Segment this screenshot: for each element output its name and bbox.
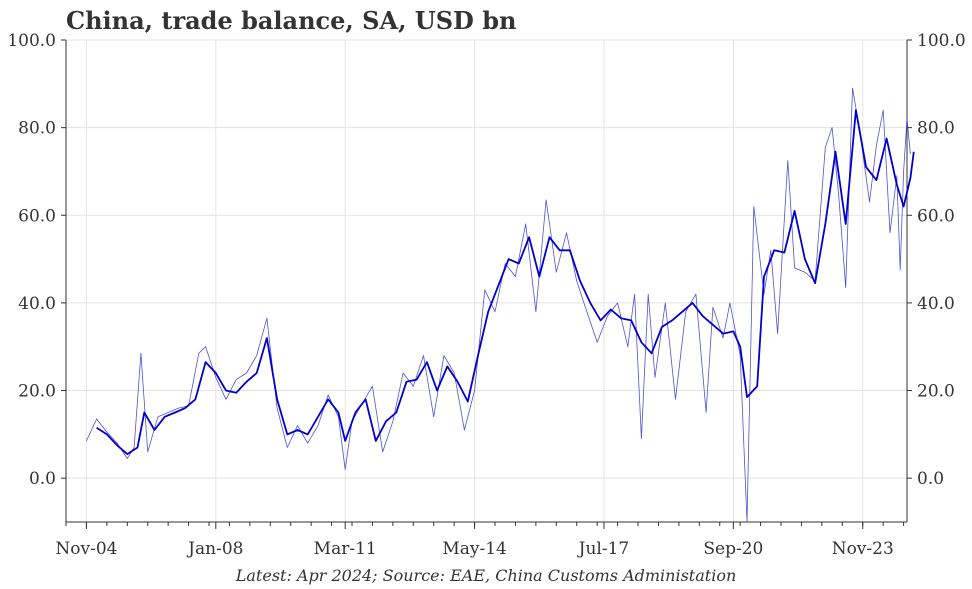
- x-tick-label: May-14: [442, 539, 507, 559]
- y-tick-label-right: 40.0: [917, 294, 955, 314]
- y-tick-label-right: 60.0: [917, 206, 955, 226]
- y-tick-label-left: 0.0: [29, 469, 56, 489]
- x-tick-label: Sep-20: [703, 539, 763, 559]
- tick-labels: 0.0 0.0 20.0 20.0 40.0 40.0 60.0 60.0 80.0 80.0 10…: [7, 31, 965, 559]
- y-tick-label-right: 0.0: [917, 469, 944, 489]
- y-tick-label-right: 100.0: [917, 31, 966, 51]
- series-layer: [86, 87, 915, 523]
- axes: [61, 39, 912, 529]
- y-tick-label-right: 80.0: [917, 119, 955, 139]
- y-tick-label-left: 100.0: [7, 31, 56, 51]
- x-tick-label: Jan-08: [186, 539, 243, 559]
- gridlines: [66, 39, 907, 522]
- series-line-thick: [96, 109, 915, 455]
- chart-footer: Latest: Apr 2024; Source: EAE, China Cus…: [235, 566, 737, 585]
- y-tick-label-left: 40.0: [18, 294, 56, 314]
- y-tick-label-right: 20.0: [917, 382, 955, 402]
- y-tick-label-left: 20.0: [18, 382, 56, 402]
- x-tick-label: Jul-17: [577, 539, 630, 559]
- y-tick-label-left: 80.0: [18, 119, 56, 139]
- series-line-thin: [86, 87, 911, 523]
- x-tick-label: Nov-04: [55, 539, 117, 559]
- chart-title: China, trade balance, SA, USD bn: [66, 6, 517, 35]
- y-tick-label-left: 60.0: [18, 206, 56, 226]
- x-tick-label: Nov-23: [832, 539, 894, 559]
- x-tick-label: Mar-11: [314, 539, 377, 559]
